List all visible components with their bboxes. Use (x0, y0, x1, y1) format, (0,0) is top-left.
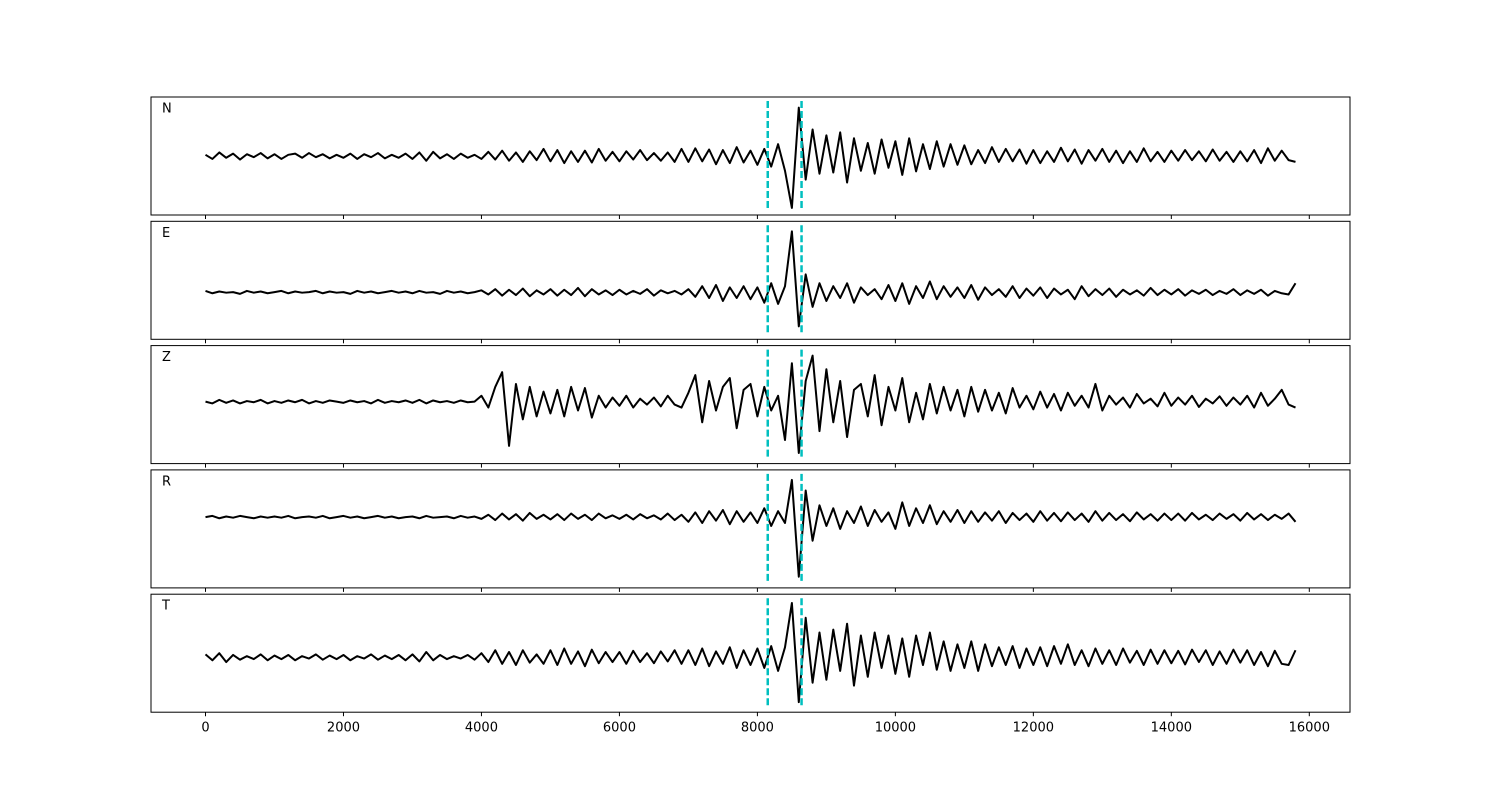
panel-label: Z (162, 350, 171, 365)
x-tick-label: 2000 (327, 721, 360, 736)
x-tick-label: 14000 (1151, 721, 1192, 736)
x-tick-label: 0 (201, 721, 209, 736)
panel-frame (150, 345, 1351, 465)
x-tick-label: 6000 (603, 721, 636, 736)
panel-frame (150, 469, 1351, 589)
panel-label: E (162, 226, 170, 241)
x-tick-label: 10000 (875, 721, 916, 736)
waveform (205, 230, 1297, 328)
panel-frame (150, 96, 1351, 216)
panel-frame (150, 593, 1351, 713)
panel-frame (150, 220, 1351, 340)
panel-label: R (162, 474, 171, 489)
waveform (205, 478, 1297, 578)
waveform (205, 354, 1296, 454)
x-tick-label: 4000 (465, 721, 498, 736)
x-tick-label: 16000 (1289, 721, 1330, 736)
panel-label: N (162, 102, 172, 117)
waveform (204, 106, 1296, 209)
waveform (204, 602, 1297, 704)
panel-label: T (161, 599, 170, 614)
x-tick-label: 12000 (1013, 721, 1054, 736)
x-tick-label: 8000 (741, 721, 774, 736)
